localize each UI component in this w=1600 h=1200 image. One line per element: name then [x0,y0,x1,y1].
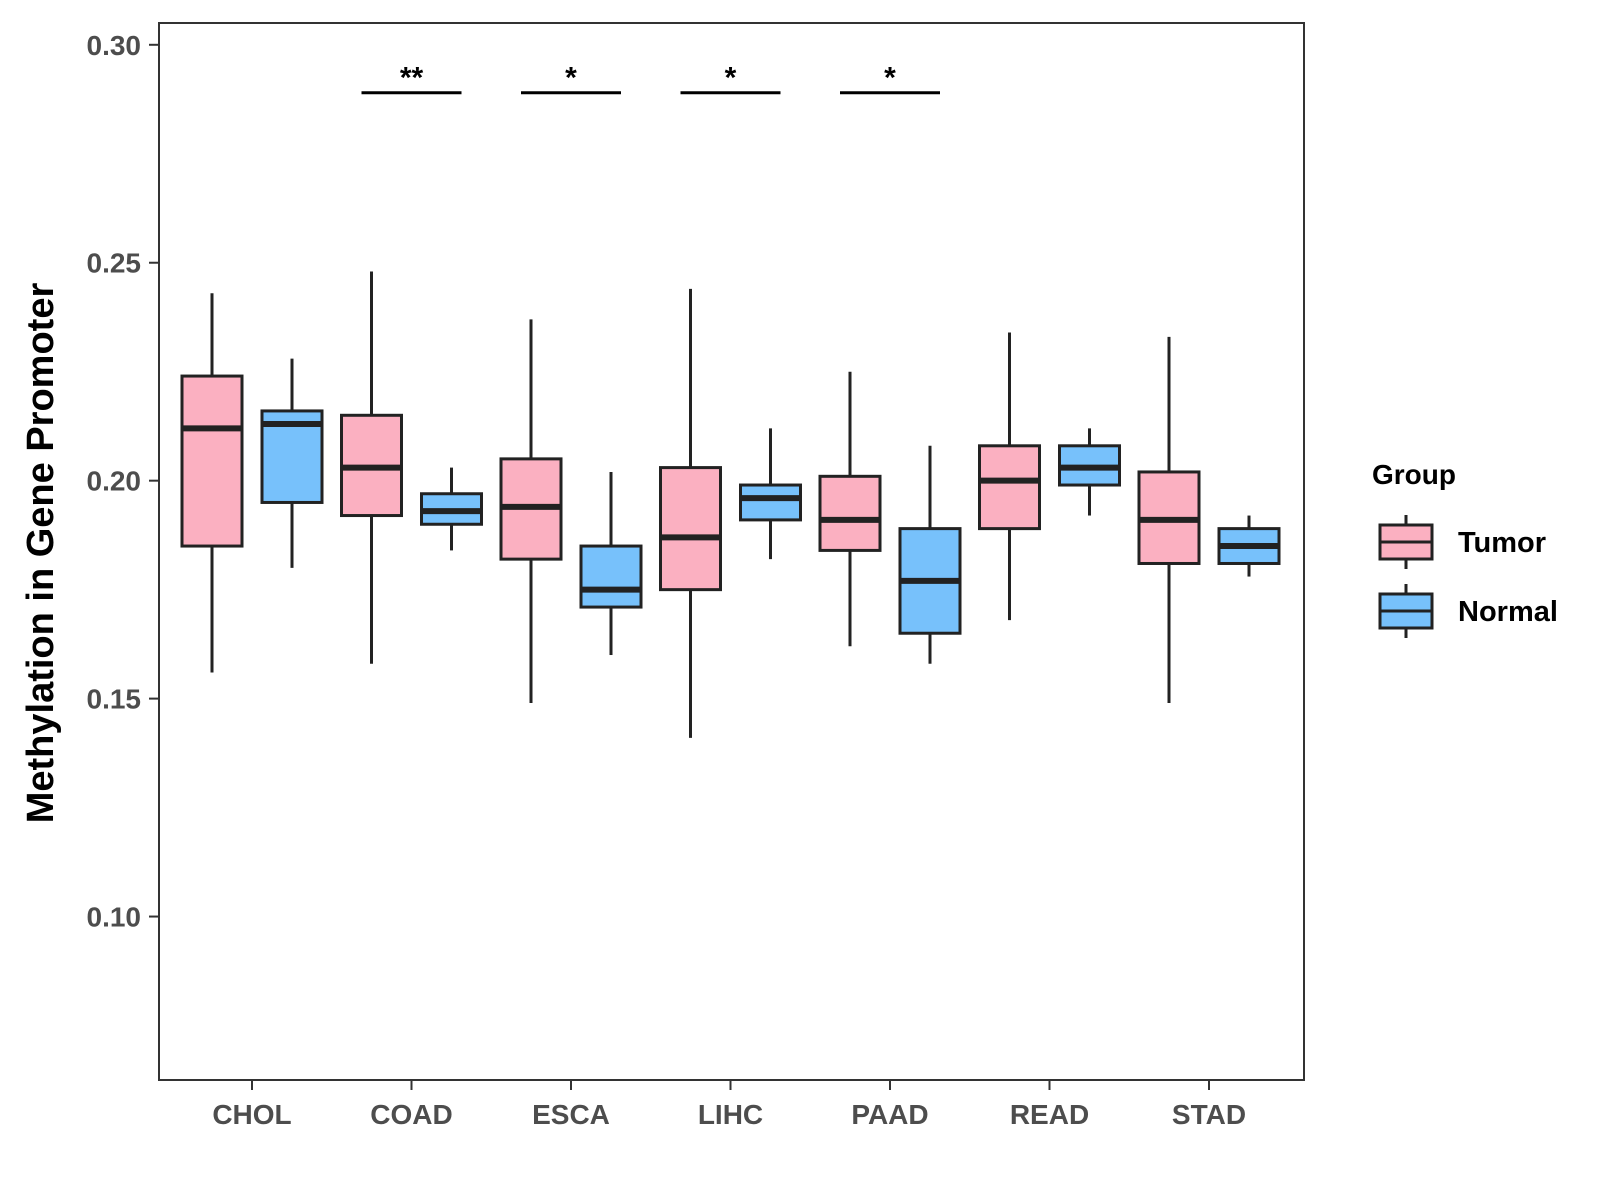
box-tumor-lihc [659,288,722,738]
y-tick-label: 0.15 [87,684,142,715]
x-tick-label: CHOL [212,1099,291,1130]
x-tick-label: STAD [1172,1099,1246,1130]
box-tumor-coad [340,271,403,664]
box-iqr [978,444,1041,531]
x-tick-label: LIHC [698,1099,763,1130]
box-iqr [180,374,244,548]
y-tick-label: 0.10 [87,902,142,933]
y-tick-label: 0.25 [87,248,142,279]
legend-item-tumor: Tumor [1378,515,1546,569]
box-normal-lihc [739,428,802,560]
significance-esca: * [521,62,621,95]
y-axis-title: Methylation in Gene Promoter [20,283,62,824]
significance-label: * [884,62,896,95]
significance-label: * [565,62,577,95]
box-iqr [579,544,643,609]
x-tick-label: COAD [370,1099,452,1130]
box-normal-chol [260,358,324,568]
plot-area: ** * * * [180,62,1281,738]
legend-label: Tumor [1458,527,1546,559]
y-tick-label: 0.20 [87,466,142,497]
significance-coad: ** [361,62,462,95]
x-axis: CHOL COAD ESCA LIHC PAAD READ STAD [212,1080,1246,1130]
box-normal-read [1058,428,1121,516]
legend-label: Normal [1458,596,1558,628]
legend: Group Tumor Normal [1372,459,1558,638]
box-normal-paad [898,445,962,664]
legend-title: Group [1372,459,1456,490]
legend-item-normal: Normal [1378,584,1558,638]
box-normal-coad [420,467,483,551]
box-iqr [659,466,722,592]
y-tick-label: 0.30 [87,30,142,61]
box-tumor-chol [180,293,244,673]
y-axis: 0.10 0.15 0.20 0.25 0.30 [87,30,159,933]
significance-lihc: * [680,62,781,95]
significance-label: * [725,62,737,95]
box-normal-stad [1217,515,1281,577]
box-iqr [818,474,882,552]
box-tumor-stad [1137,336,1201,703]
box-tumor-esca [499,319,563,703]
box-tumor-read [978,332,1041,621]
box-tumor-paad [818,371,882,647]
significance-paad: * [840,62,940,95]
x-tick-label: ESCA [532,1099,610,1130]
x-tick-label: PAAD [851,1099,928,1130]
box-iqr [739,483,802,522]
box-normal-esca [579,471,643,656]
significance-label: ** [400,62,424,95]
x-tick-label: READ [1010,1099,1089,1130]
